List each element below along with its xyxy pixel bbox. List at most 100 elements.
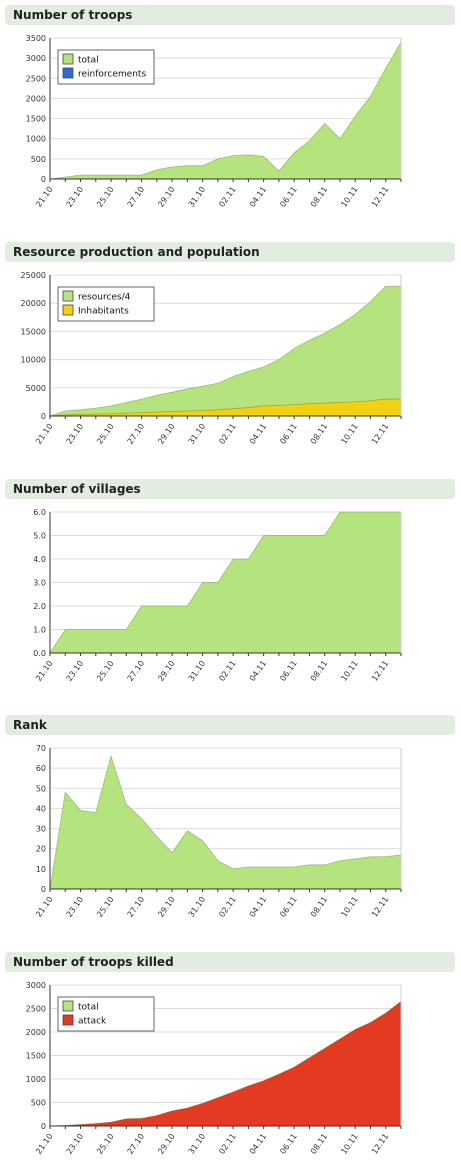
y-tick-label: 0.0 bbox=[33, 649, 46, 658]
y-tick-label: 10 bbox=[36, 865, 46, 874]
x-tick-label: 10.11 bbox=[339, 895, 360, 919]
y-tick-label: 15000 bbox=[21, 327, 46, 336]
chart-header: Number of troops bbox=[5, 5, 455, 25]
x-tick-label: 06.11 bbox=[278, 422, 299, 446]
y-tick-label: 0 bbox=[41, 412, 46, 421]
chart-title: Number of troops bbox=[13, 8, 133, 22]
series-line bbox=[49, 511, 401, 654]
y-tick-label: 2500 bbox=[26, 1005, 46, 1014]
x-tick-label: 21.10 bbox=[34, 185, 55, 209]
x-tick-label: 31.10 bbox=[187, 659, 208, 683]
x-tick-label: 31.10 bbox=[187, 185, 208, 209]
x-tick-label: 08.11 bbox=[309, 185, 330, 209]
x-tick-label: 10.11 bbox=[339, 1132, 360, 1156]
x-tick-label: 06.11 bbox=[278, 185, 299, 209]
legend: total reinforcements bbox=[57, 49, 155, 85]
x-tick-label: 04.11 bbox=[248, 895, 269, 919]
y-tick-label: 0 bbox=[41, 885, 46, 894]
x-tick-label: 29.10 bbox=[156, 1132, 177, 1156]
series-area-attack bbox=[50, 1001, 401, 1126]
x-tick-label: 08.11 bbox=[309, 1132, 330, 1156]
legend-swatch bbox=[62, 53, 74, 65]
y-tick-label: 4.0 bbox=[33, 555, 46, 564]
y-tick-label: 2000 bbox=[26, 94, 46, 103]
x-tick-label: 23.10 bbox=[65, 659, 86, 683]
chart-header: Number of troops killed bbox=[5, 952, 455, 972]
y-tick-label: 2500 bbox=[26, 74, 46, 83]
x-tick-label: 02.11 bbox=[217, 422, 238, 446]
x-tick-label: 21.10 bbox=[34, 422, 55, 446]
chart-title: Rank bbox=[13, 718, 47, 732]
x-tick-label: 27.10 bbox=[126, 895, 147, 919]
x-tick-label: 04.11 bbox=[248, 659, 269, 683]
legend-swatch bbox=[62, 290, 74, 302]
legend-label: total bbox=[78, 56, 99, 66]
x-tick-label: 12.11 bbox=[370, 659, 391, 683]
chart-section: Number of troops 0 500 1000 1500 2000 2500 3000… bbox=[0, 5, 461, 220]
legend-box bbox=[57, 49, 155, 85]
chart-section: Number of villages 0.0 1.0 2.0 3.0 4.0 5.0 6.0 2… bbox=[0, 479, 461, 694]
y-tick-label: 3000 bbox=[26, 54, 46, 63]
legend-box bbox=[57, 286, 155, 322]
chart-section: Rank 0 10 20 30 40 50 60 70 21.10 23.10 25.10 27.10 2… bbox=[0, 715, 461, 930]
y-tick-label: 0 bbox=[41, 1122, 46, 1131]
y-tick-label: 3000 bbox=[26, 981, 46, 990]
y-tick-label: 30 bbox=[36, 825, 46, 834]
y-tick-label: 5.0 bbox=[33, 532, 46, 541]
y-tick-label: 1500 bbox=[26, 1052, 46, 1061]
x-tick-label: 27.10 bbox=[126, 1132, 147, 1156]
x-tick-label: 12.11 bbox=[370, 185, 391, 209]
x-tick-label: 31.10 bbox=[187, 422, 208, 446]
legend: resources/4 Inhabitants bbox=[57, 286, 155, 322]
y-tick-label: 6.0 bbox=[33, 508, 46, 517]
series-area-resources-4 bbox=[50, 286, 401, 416]
series-area-inhabitants bbox=[50, 399, 401, 416]
x-tick-label: 21.10 bbox=[34, 1132, 55, 1156]
y-tick-label: 40 bbox=[36, 804, 46, 813]
x-tick-label: 21.10 bbox=[34, 659, 55, 683]
chart-svg: 0 500 1000 1500 2000 2500 3000 21.10 23.10 25.10 2… bbox=[26, 981, 402, 1156]
x-tick-label: 06.11 bbox=[278, 659, 299, 683]
x-tick-label: 27.10 bbox=[126, 185, 147, 209]
legend-label: resources/4 bbox=[78, 293, 131, 303]
x-tick-label: 29.10 bbox=[156, 895, 177, 919]
legend: total attack bbox=[57, 996, 155, 1032]
x-tick-label: 06.11 bbox=[278, 895, 299, 919]
x-tick-label: 25.10 bbox=[95, 895, 116, 919]
x-tick-label: 29.10 bbox=[156, 185, 177, 209]
x-tick-label: 23.10 bbox=[65, 895, 86, 919]
x-tick-label: 29.10 bbox=[156, 422, 177, 446]
y-tick-label: 1000 bbox=[26, 1075, 46, 1084]
x-tick-label: 04.11 bbox=[248, 185, 269, 209]
series-area-main bbox=[50, 512, 401, 653]
y-tick-label: 1.0 bbox=[33, 626, 46, 635]
y-tick-label: 3500 bbox=[26, 34, 46, 43]
y-tick-label: 70 bbox=[36, 744, 46, 753]
series-area-main bbox=[50, 756, 401, 889]
y-tick-label: 20000 bbox=[21, 299, 46, 308]
y-tick-label: 5000 bbox=[26, 384, 46, 393]
chart-header: Resource production and population bbox=[5, 242, 455, 262]
y-tick-label: 50 bbox=[36, 784, 46, 793]
x-tick-label: 29.10 bbox=[156, 659, 177, 683]
y-tick-label: 3.0 bbox=[33, 579, 46, 588]
x-tick-label: 27.10 bbox=[126, 659, 147, 683]
legend-box bbox=[57, 996, 155, 1032]
x-tick-label: 12.11 bbox=[370, 1132, 391, 1156]
legend-swatch bbox=[62, 1014, 74, 1026]
x-tick-label: 10.11 bbox=[339, 659, 360, 683]
x-tick-label: 25.10 bbox=[95, 659, 116, 683]
chart-svg: 0.0 1.0 2.0 3.0 4.0 5.0 6.0 21.10 23.10 25.10 27.1… bbox=[33, 508, 402, 683]
y-tick-label: 20 bbox=[36, 845, 46, 854]
x-tick-label: 31.10 bbox=[187, 895, 208, 919]
chart-section: Number of troops killed 0 500 1000 1500 2000 2… bbox=[0, 952, 461, 1167]
x-tick-label: 21.10 bbox=[34, 895, 55, 919]
chart-header: Rank bbox=[5, 715, 455, 735]
x-tick-label: 04.11 bbox=[248, 1132, 269, 1156]
chart-svg: 0 10 20 30 40 50 60 70 21.10 23.10 25.10 27.10 29.10… bbox=[34, 744, 402, 919]
chart-section: Resource production and population 0 5000 1… bbox=[0, 242, 461, 457]
x-tick-label: 12.11 bbox=[370, 422, 391, 446]
legend-label: Inhabitants bbox=[78, 307, 129, 317]
x-tick-label: 10.11 bbox=[339, 185, 360, 209]
x-tick-label: 23.10 bbox=[65, 185, 86, 209]
